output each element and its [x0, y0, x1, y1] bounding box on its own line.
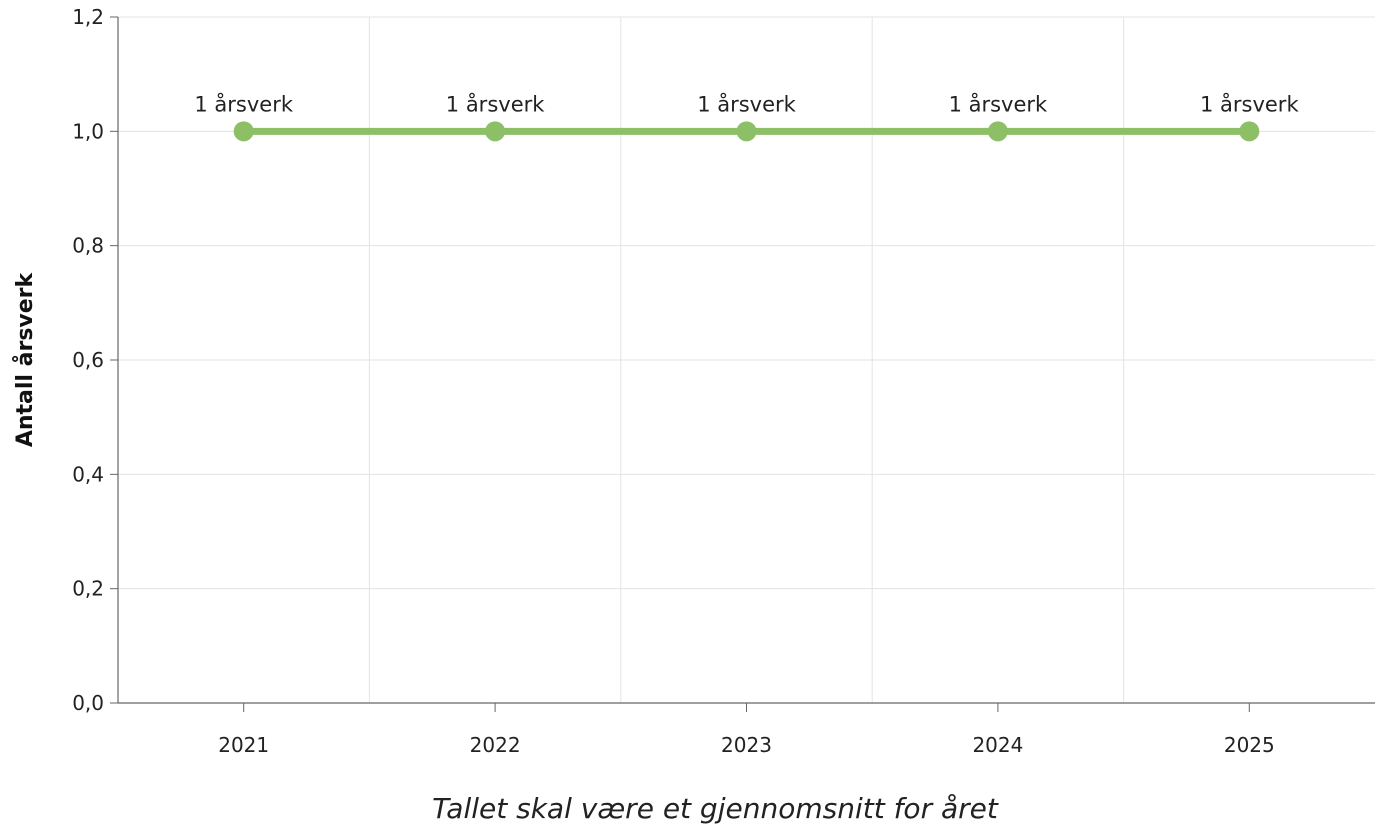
- x-tick-label: 2023: [721, 733, 772, 757]
- data-point: [233, 121, 254, 142]
- x-tick-label: 2025: [1224, 733, 1275, 757]
- data-label: 1 årsverk: [697, 91, 796, 116]
- y-tick-label: 1,2: [72, 5, 104, 29]
- x-tick-label: 2021: [218, 733, 269, 757]
- y-tick-label: 0,6: [72, 348, 104, 372]
- data-point: [485, 121, 506, 142]
- y-tick-label: 0,2: [72, 577, 104, 601]
- data-point: [1239, 121, 1260, 142]
- data-label: 1 årsverk: [949, 91, 1048, 116]
- x-tick-label: 2022: [470, 733, 521, 757]
- x-axis-title: Tallet skal være et gjennomsnitt for åre…: [432, 792, 999, 825]
- data-label: 1 årsverk: [446, 91, 545, 116]
- series: [233, 121, 1260, 142]
- labels: 0,0 0,2 0,4 0,6 0,8 1,0 1,2 2021 2022 2023 2024 202…: [72, 5, 1299, 757]
- y-axis-title: Antall årsverk: [12, 271, 38, 447]
- grid: [118, 16, 1375, 703]
- data-label: 1 årsverk: [1200, 91, 1299, 116]
- data-label: 1 årsverk: [194, 91, 293, 116]
- data-point: [736, 121, 757, 142]
- axes: [110, 16, 1375, 712]
- y-tick-label: 0,0: [72, 691, 104, 715]
- y-tick-label: 0,4: [72, 462, 104, 486]
- data-point: [987, 121, 1008, 142]
- y-tick-label: 0,8: [72, 234, 104, 258]
- x-tick-label: 2024: [972, 733, 1023, 757]
- y-tick-label: 1,0: [72, 119, 104, 143]
